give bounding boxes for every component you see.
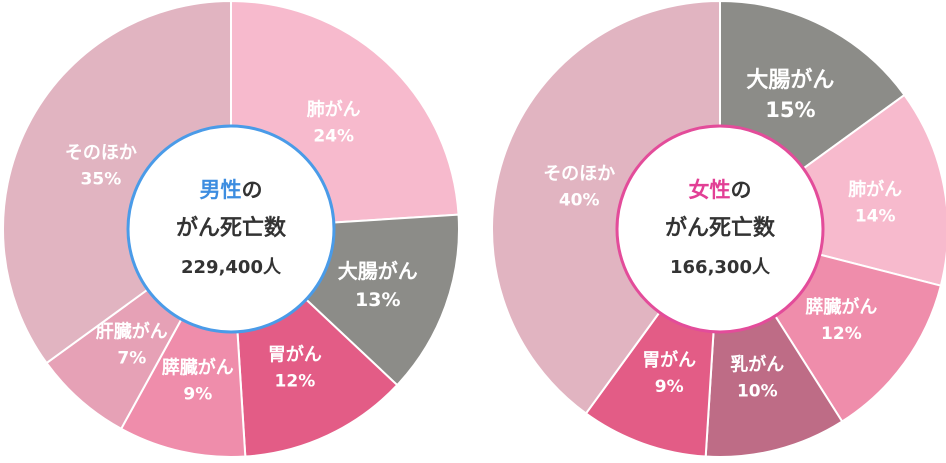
slice-percent-label: 7% (117, 349, 146, 369)
slice-percent-label: 13% (355, 289, 400, 311)
slice-percent-label: 10% (737, 381, 778, 401)
center-title-accent: 男性 (200, 178, 242, 202)
slice-label: 大腸がん (338, 259, 418, 283)
slice-percent-label: 35% (81, 170, 122, 190)
center-title: 女性の (689, 178, 752, 202)
slice-percent-label: 9% (655, 377, 684, 397)
slice-label: 肺がん (848, 178, 902, 200)
slice-label: そのほか (543, 163, 615, 184)
center-circle (615, 124, 825, 334)
slice-percent-label: 14% (855, 206, 896, 226)
center-total: 229,400人 (181, 257, 282, 278)
slice-label: 肝臓がん (96, 321, 168, 343)
slice-percent-label: 9% (183, 384, 212, 404)
slice-label: 胃がん (268, 344, 322, 366)
slice-label: そのほか (65, 143, 137, 164)
slice-label: 膵臓がん (804, 296, 877, 318)
male-pie-chart: 肺がん 24% 大腸がん 13% 胃がん 12% 膵臓がん 9% 肝臓がん 7% そのほか 35% 男性… (2, 0, 460, 458)
center-title: 男性の (200, 178, 263, 202)
center-circle (126, 124, 336, 334)
center-title-accent: 女性 (689, 178, 731, 202)
slice-label: 肺がん (307, 99, 361, 121)
slice-label: 膵臓がん (161, 356, 234, 378)
slice-percent-label: 40% (559, 190, 600, 210)
pie-slice (2, 0, 232, 365)
center-total: 166,300人 (670, 257, 771, 278)
center-subtitle: がん死亡数 (665, 215, 776, 241)
center-title-rest: の (242, 178, 263, 202)
slice-label: 乳がん (730, 353, 784, 375)
center-subtitle: がん死亡数 (176, 215, 287, 241)
slice-percent-label: 12% (821, 324, 862, 344)
slice-label: 大腸がん (746, 67, 834, 93)
slice-percent-label: 15% (765, 98, 815, 122)
center-title-rest: の (731, 178, 752, 202)
female-pie-chart: 大腸がん 15% 肺がん 14% 膵臓がん 12% 乳がん 10% 胃がん 9% そのほか 40% 女性… (491, 0, 946, 458)
slice-percent-label: 12% (275, 372, 316, 392)
slice-label: 胃がん (642, 349, 696, 371)
slice-percent-label: 24% (313, 127, 354, 147)
pie-slice (491, 0, 721, 415)
